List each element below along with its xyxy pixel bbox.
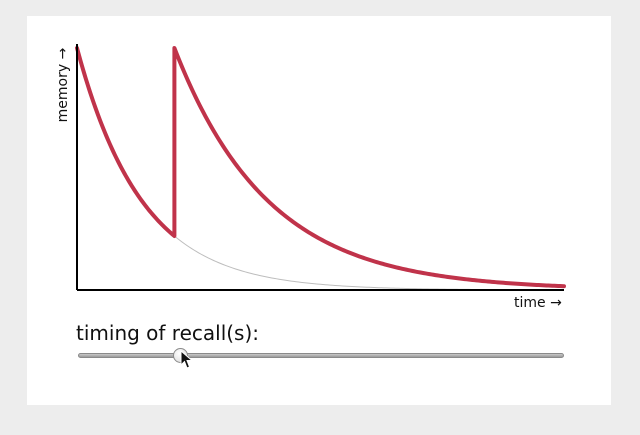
arrow-cursor-icon [180, 350, 194, 369]
slider-label: timing of recall(s): [76, 321, 260, 345]
y-axis-label-wrap: memory → [48, 40, 78, 130]
y-axis-label: memory → [55, 47, 71, 123]
memory-recall-curve [75, 46, 566, 289]
plot-card [27, 16, 611, 405]
x-axis-label: time → [514, 295, 562, 311]
recall-timing-slider-track[interactable] [78, 353, 564, 358]
